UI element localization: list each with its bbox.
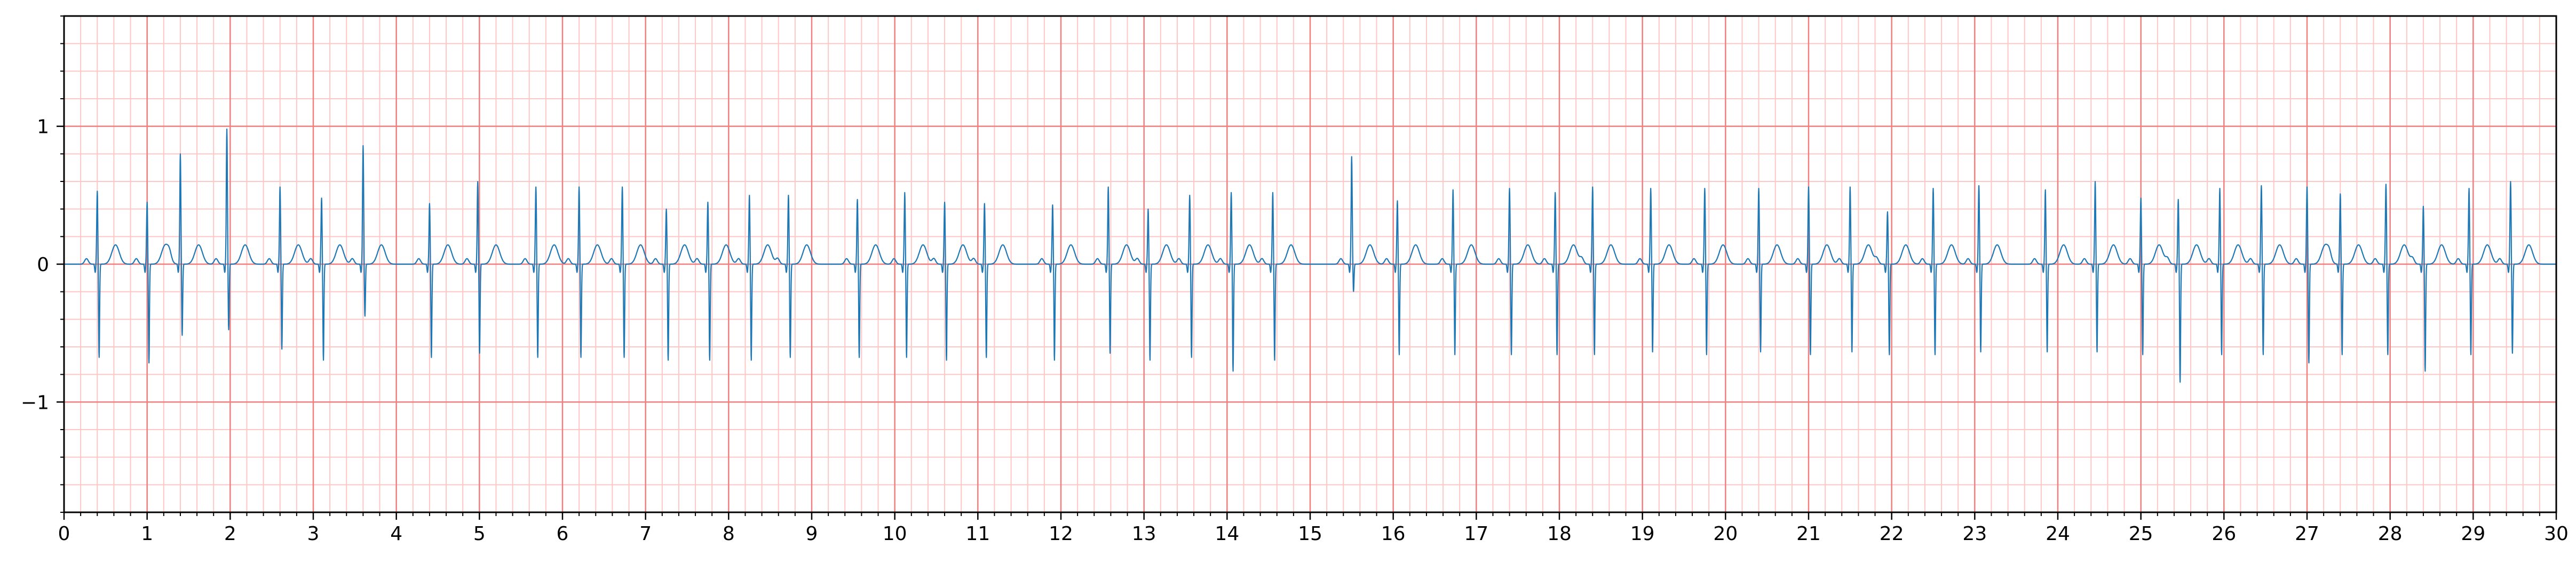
x-tick-label: 0 [58,523,70,545]
x-tick-label: 15 [1298,523,1322,545]
x-tick-label: 25 [2129,523,2153,545]
x-tick-label: 4 [390,523,402,545]
x-tick-label: 28 [2378,523,2403,545]
x-tick-label: 18 [1547,523,1572,545]
x-tick-label: 30 [2544,523,2569,545]
x-tick-label: 21 [1796,523,1821,545]
x-tick-label: 24 [2046,523,2070,545]
y-tick-label: 1 [37,116,49,138]
ecg-trace-group [64,128,2557,383]
y-axis: 1 0 −1 [21,15,64,513]
x-tick-label: 7 [639,523,652,545]
x-tick-label: 16 [1381,523,1406,545]
x-tick-label: 23 [1962,523,1987,545]
ecg-trace [64,128,2557,383]
x-tick-label: 14 [1215,523,1239,545]
x-tick-label: 11 [965,523,990,545]
x-tick-label: 5 [473,523,486,545]
x-tick-label: 8 [723,523,735,545]
y-tick-label: −1 [21,392,49,414]
x-tick-label: 12 [1049,523,1073,545]
x-tick-label: 10 [883,523,907,545]
x-tick-label: 1 [141,523,153,545]
x-tick-label: 26 [2212,523,2236,545]
x-tick-label: 13 [1132,523,1156,545]
x-axis: 0 1 2 3 4 5 6 7 8 9 10 11 12 13 14 15 16 17 18 19 20 21 22 23 24… [58,512,2569,545]
x-tick-label: 6 [557,523,569,545]
x-tick-label: 22 [1880,523,1904,545]
x-tick-label: 29 [2461,523,2485,545]
x-tick-label: 20 [1713,523,1738,545]
x-tick-label: 27 [2295,523,2319,545]
x-tick-label: 3 [307,523,320,545]
x-tick-label: 17 [1464,523,1488,545]
x-tick-label: 2 [224,523,236,545]
x-tick-label: 19 [1630,523,1655,545]
y-tick-label: 0 [37,254,49,276]
x-tick-label: 9 [806,523,818,545]
